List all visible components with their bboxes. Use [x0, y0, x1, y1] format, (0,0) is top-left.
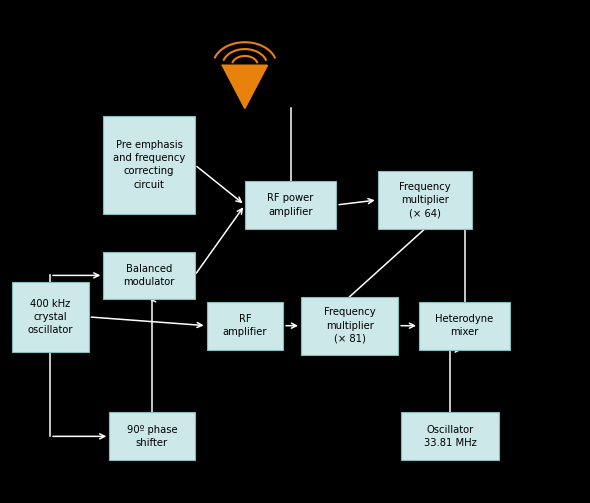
FancyBboxPatch shape: [378, 171, 472, 229]
Text: Frequency
multiplier
(× 64): Frequency multiplier (× 64): [399, 182, 451, 218]
Polygon shape: [222, 65, 267, 108]
FancyBboxPatch shape: [109, 412, 195, 460]
FancyBboxPatch shape: [401, 412, 499, 460]
FancyBboxPatch shape: [206, 302, 283, 350]
FancyBboxPatch shape: [103, 116, 195, 214]
Text: Balanced
modulator: Balanced modulator: [123, 264, 175, 287]
Text: Frequency
multiplier
(× 81): Frequency multiplier (× 81): [324, 307, 375, 344]
Text: RF power
amplifier: RF power amplifier: [267, 193, 314, 217]
FancyBboxPatch shape: [245, 181, 336, 229]
FancyBboxPatch shape: [12, 282, 88, 352]
FancyBboxPatch shape: [419, 302, 510, 350]
Text: 90º phase
shifter: 90º phase shifter: [127, 425, 177, 448]
Text: 400 kHz
crystal
oscillator: 400 kHz crystal oscillator: [27, 299, 73, 335]
FancyBboxPatch shape: [103, 252, 195, 299]
FancyBboxPatch shape: [301, 297, 398, 355]
Text: Heterodyne
mixer: Heterodyne mixer: [435, 314, 494, 338]
Text: RF
amplifier: RF amplifier: [222, 314, 267, 338]
Text: Oscillator
33.81 MHz: Oscillator 33.81 MHz: [424, 425, 476, 448]
Text: Pre emphasis
and frequency
correcting
circuit: Pre emphasis and frequency correcting ci…: [113, 140, 185, 190]
